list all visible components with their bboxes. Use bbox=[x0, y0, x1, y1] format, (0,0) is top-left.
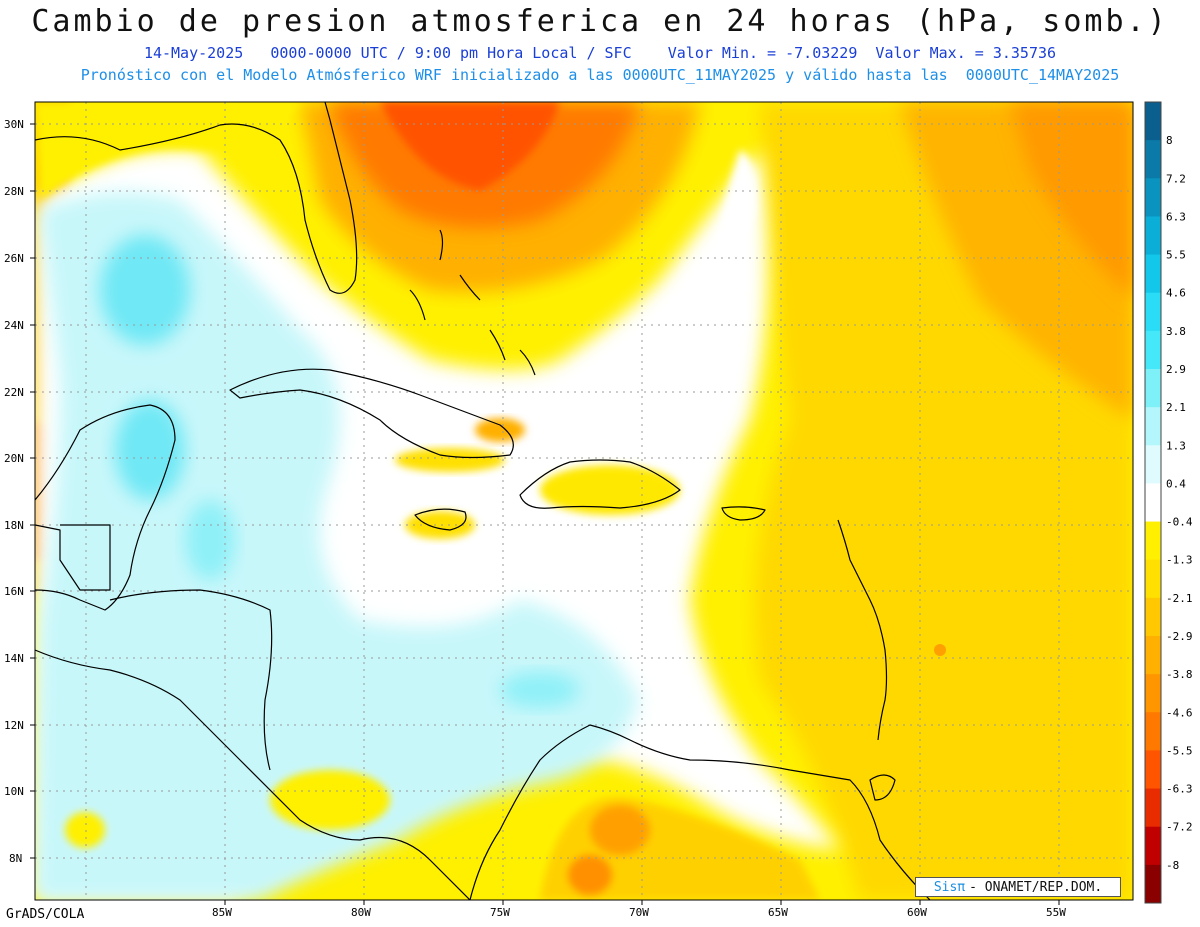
colorbar-swatch bbox=[1145, 788, 1161, 828]
shaded-field bbox=[35, 102, 1133, 900]
colorbar-swatch bbox=[1145, 369, 1161, 408]
colorbar-label: 1.3 bbox=[1166, 439, 1186, 452]
lon-label: 55W bbox=[1046, 906, 1066, 919]
lat-lon-grid bbox=[35, 102, 1133, 900]
colorbar-frame bbox=[1144, 101, 1162, 904]
lon-label: 85W bbox=[212, 906, 232, 919]
colorbar-label: 7.2 bbox=[1166, 172, 1186, 185]
lat-label: 24N bbox=[4, 319, 24, 332]
grads-credit: GrADS/COLA bbox=[6, 907, 85, 922]
colombia-venezuela-coast bbox=[469, 724, 931, 900]
hispaniola-coast bbox=[519, 459, 681, 509]
colorbar-label: -5.5 bbox=[1166, 744, 1193, 757]
colorbar-swatch bbox=[1145, 178, 1161, 217]
lat-ticks bbox=[30, 123, 35, 859]
subtitle-model-info: Pronóstico con el Modelo Atmósferico WRF… bbox=[80, 66, 1120, 84]
florida-coast bbox=[35, 102, 358, 294]
lat-label: 10N bbox=[4, 785, 24, 798]
onamet-badge: Sisπ - ONAMET/REP.DOM. bbox=[915, 877, 1121, 897]
plot-frame bbox=[34, 101, 1134, 901]
puerto-rico-coast bbox=[721, 506, 766, 521]
lat-label: 26N bbox=[4, 252, 24, 265]
colorbar-swatch bbox=[1145, 674, 1161, 713]
onamet-text: - ONAMET/REP.DOM. bbox=[969, 879, 1103, 895]
lat-label: 30N bbox=[4, 118, 24, 131]
colorbar-label: -2.9 bbox=[1166, 630, 1193, 643]
colorbar-label: -2.1 bbox=[1166, 592, 1193, 605]
colorbar-label: -0.4 bbox=[1166, 516, 1193, 529]
bahamas-islands bbox=[409, 229, 536, 376]
lat-label: 14N bbox=[4, 652, 24, 665]
colorbar-swatch bbox=[1145, 521, 1161, 561]
longitude-labels: 85W 80W 75W 70W 65W 60W 55W bbox=[212, 906, 1066, 919]
colorbar-swatch bbox=[1145, 407, 1161, 446]
lon-label: 75W bbox=[490, 906, 510, 919]
lon-label: 80W bbox=[351, 906, 371, 919]
lon-ticks bbox=[224, 900, 1060, 905]
cuba-coast bbox=[229, 368, 514, 459]
colorbar-label: -7.2 bbox=[1166, 821, 1193, 834]
colorbar-swatch bbox=[1145, 216, 1161, 256]
colorbar-swatch bbox=[1145, 292, 1161, 332]
yucatan-mexico-coast bbox=[35, 404, 176, 611]
chart-title: Cambio de presion atmosferica en 24 hora… bbox=[31, 4, 1169, 39]
honduras-north-coast bbox=[109, 589, 273, 771]
colorbar-swatch bbox=[1145, 636, 1161, 675]
colorbar-swatch bbox=[1145, 864, 1161, 904]
lon-label: 70W bbox=[629, 906, 649, 919]
lat-label: 8N bbox=[9, 852, 22, 865]
lat-label: 16N bbox=[4, 585, 24, 598]
colorbar-label: 0.4 bbox=[1166, 477, 1186, 490]
lat-label: 28N bbox=[4, 185, 24, 198]
colorbar-swatch bbox=[1145, 102, 1161, 141]
jamaica-coast bbox=[414, 508, 467, 531]
lat-label: 18N bbox=[4, 519, 24, 532]
lat-label: 20N bbox=[4, 452, 24, 465]
colorbar-swatch bbox=[1145, 330, 1161, 370]
central-america-coast bbox=[35, 649, 471, 900]
colorbar-label: 3.8 bbox=[1166, 325, 1186, 338]
colorbar-swatch bbox=[1145, 597, 1161, 637]
lesser-antilles-arc bbox=[837, 519, 888, 741]
colorbar-swatch bbox=[1145, 559, 1161, 599]
colorbar-swatch bbox=[1145, 712, 1161, 751]
colorbar-label: -8 bbox=[1166, 859, 1179, 872]
colorbar-label: 2.1 bbox=[1166, 401, 1186, 414]
colorbar-swatch bbox=[1145, 445, 1161, 484]
colorbar-label: -4.6 bbox=[1166, 706, 1193, 719]
colorbar-swatch bbox=[1145, 826, 1161, 866]
colorbar-label: -6.3 bbox=[1166, 783, 1193, 796]
lon-label: 65W bbox=[768, 906, 788, 919]
colorbar-swatch bbox=[1145, 254, 1161, 294]
colorbar-swatch bbox=[1145, 483, 1161, 523]
belize-border bbox=[35, 524, 111, 591]
colorbar-label: 2.9 bbox=[1166, 363, 1186, 376]
colorbar-swatch bbox=[1145, 140, 1161, 179]
sispi-logo-text: Sisπ bbox=[933, 879, 966, 895]
lat-label: 12N bbox=[4, 719, 24, 732]
lat-label: 22N bbox=[4, 386, 24, 399]
colorbar-label: 8 bbox=[1166, 134, 1173, 147]
colorbar-label: 5.5 bbox=[1166, 249, 1186, 262]
colorbar-label: -3.8 bbox=[1166, 668, 1193, 681]
latitude-labels: 30N 28N 26N 24N 22N 20N 18N 16N 14N 12N … bbox=[4, 118, 24, 865]
trinidad-coast bbox=[869, 774, 896, 801]
colorbar-label: 4.6 bbox=[1166, 287, 1186, 300]
colorbar-swatch bbox=[1145, 750, 1161, 790]
lon-label: 60W bbox=[907, 906, 927, 919]
subtitle-date-stats: 14-May-2025 0000-0000 UTC / 9:00 pm Hora… bbox=[143, 44, 1057, 62]
colorbar: 8 7.2 6.3 5.5 4.6 3.8 2.9 2.1 1.3 0.4 -0.4 -1.3 -2.1… bbox=[1144, 101, 1193, 904]
colorbar-label: -1.3 bbox=[1166, 554, 1193, 567]
colorbar-label: 6.3 bbox=[1166, 210, 1186, 223]
coastlines bbox=[35, 102, 931, 900]
